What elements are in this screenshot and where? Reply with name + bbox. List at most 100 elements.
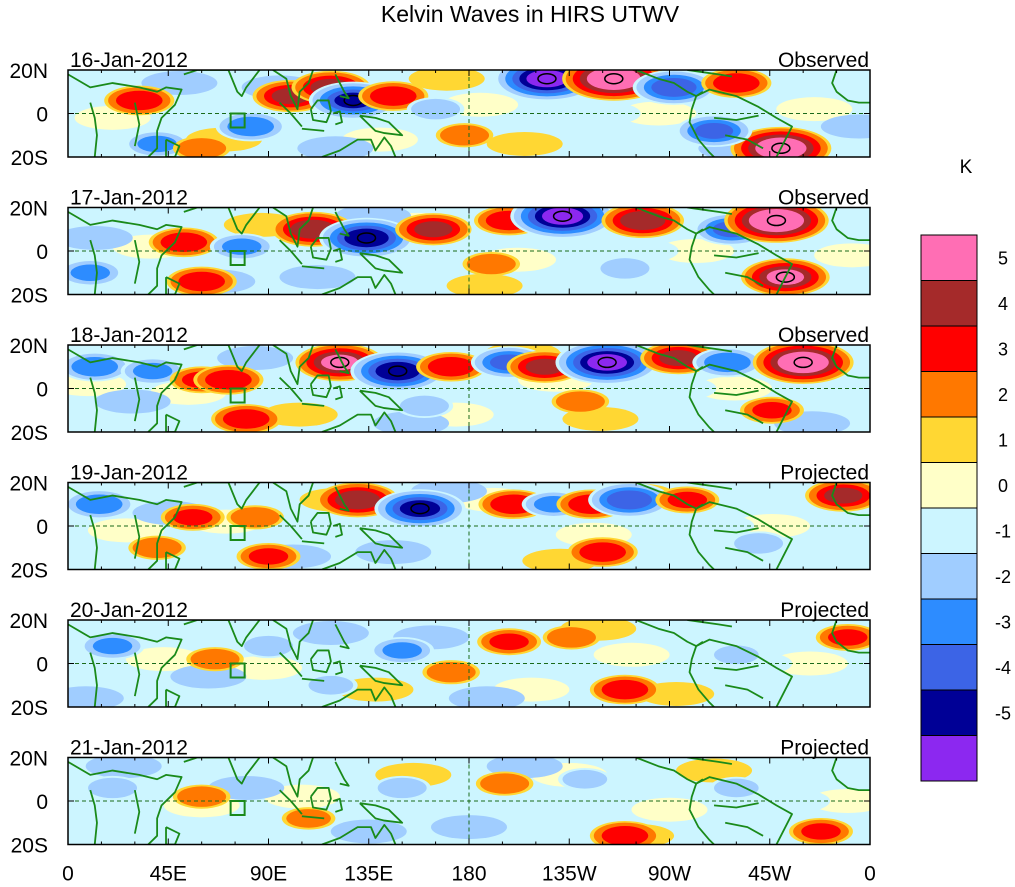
coastline	[68, 211, 183, 295]
colorbar-label: 1	[998, 431, 1008, 451]
coastlines	[68, 620, 870, 707]
anomaly-4-10	[655, 486, 720, 514]
coastline	[688, 370, 715, 432]
contour-level	[177, 138, 227, 157]
coastline	[359, 664, 404, 687]
panel-4: 20N 0 20S 19-Jan-2012 Projected	[9, 462, 871, 583]
contour-level	[382, 642, 422, 659]
coastline	[332, 660, 343, 676]
anomaly-3-12	[692, 347, 763, 378]
contour-level	[713, 645, 759, 665]
contour-level	[190, 648, 240, 670]
contour-level	[562, 769, 608, 789]
coastline	[165, 551, 181, 570]
coastline	[334, 623, 350, 650]
panel-status: Observed	[778, 49, 869, 72]
coastline	[332, 522, 343, 538]
coastline	[831, 620, 870, 654]
anomaly-3-4	[193, 364, 264, 395]
anomaly-4-9	[588, 482, 671, 518]
x-tick-label: 0	[62, 863, 74, 886]
background-blob	[408, 70, 485, 91]
contour-level	[369, 86, 417, 106]
coastline	[688, 95, 715, 157]
anomaly-4-14	[729, 531, 788, 556]
coastline	[301, 815, 325, 820]
anomaly-6-3	[373, 775, 431, 801]
contour-level	[659, 350, 698, 366]
colorbar-swatch	[920, 507, 978, 554]
coastline	[301, 540, 325, 545]
background-blob	[676, 758, 753, 783]
panel-status: Observed	[778, 187, 869, 210]
contour-level	[227, 116, 275, 137]
anomaly-3-10	[555, 345, 659, 385]
coastlines	[68, 70, 870, 157]
coastline	[272, 620, 314, 661]
coastline	[279, 239, 303, 265]
contour-level	[177, 786, 227, 807]
anomaly-3-5	[295, 345, 385, 382]
y-tick-label: 20N	[9, 748, 48, 771]
contour-level	[178, 271, 225, 292]
y-tick-label: 0	[36, 104, 48, 127]
coastline	[713, 664, 759, 671]
coastline	[165, 826, 181, 845]
colorbar-unit: K	[960, 157, 973, 178]
background-blob	[486, 131, 563, 156]
coastline	[272, 345, 314, 386]
anomaly-field	[68, 757, 870, 845]
colorbar-label: -2	[995, 567, 1011, 587]
anomaly-field	[68, 345, 870, 432]
coastline	[272, 482, 314, 523]
panel-5: 20N 0 20S 20-Jan-2012 Projected	[9, 599, 871, 720]
x-tick-label: 90E	[250, 863, 287, 886]
contour-level	[606, 490, 653, 510]
colorbar-label: 2	[998, 385, 1008, 405]
contour-level	[601, 826, 649, 845]
anomaly-2-5	[395, 213, 472, 246]
contour-level	[75, 494, 123, 514]
y-tick-label: 0	[36, 516, 48, 539]
coastline	[321, 274, 397, 295]
coastline	[725, 409, 764, 425]
coastline	[183, 757, 261, 785]
colorbar-label: 3	[998, 340, 1008, 360]
background-blob	[593, 642, 670, 667]
coastline	[334, 211, 350, 237]
anomaly-6-5	[558, 768, 612, 791]
coastline	[713, 252, 759, 259]
coastline	[321, 136, 397, 157]
colorbar-swatch	[920, 598, 978, 645]
coastline	[688, 508, 715, 570]
coastline	[687, 345, 733, 353]
anomaly-2-12	[166, 266, 237, 295]
coastline	[272, 70, 314, 111]
coastline	[133, 102, 141, 147]
x-tick-label: 45W	[748, 863, 791, 886]
coastline	[359, 527, 404, 549]
colorbar-swatch	[920, 280, 978, 327]
anomaly-2-2	[209, 233, 274, 261]
panel-date: 20-Jan-2012	[70, 599, 188, 622]
colorbar-swatch	[920, 462, 978, 509]
coastline	[279, 651, 303, 678]
contour-level	[88, 777, 138, 799]
coastline	[68, 73, 183, 157]
anomaly-2-8	[601, 207, 685, 239]
coastline	[321, 411, 397, 432]
anomaly-6-7	[789, 818, 853, 845]
coastlines	[68, 757, 870, 845]
anomaly-5-10	[304, 674, 358, 697]
coastline	[321, 686, 397, 707]
colorbar-label: -5	[995, 704, 1011, 724]
contour-level	[546, 627, 596, 648]
contour-level	[160, 232, 208, 253]
colorbar-swatch	[920, 416, 978, 463]
anomaly-1-7	[406, 97, 465, 122]
panel-status: Observed	[778, 324, 869, 347]
coastline	[695, 363, 793, 432]
coastline	[68, 486, 183, 570]
reference-box	[229, 800, 246, 816]
